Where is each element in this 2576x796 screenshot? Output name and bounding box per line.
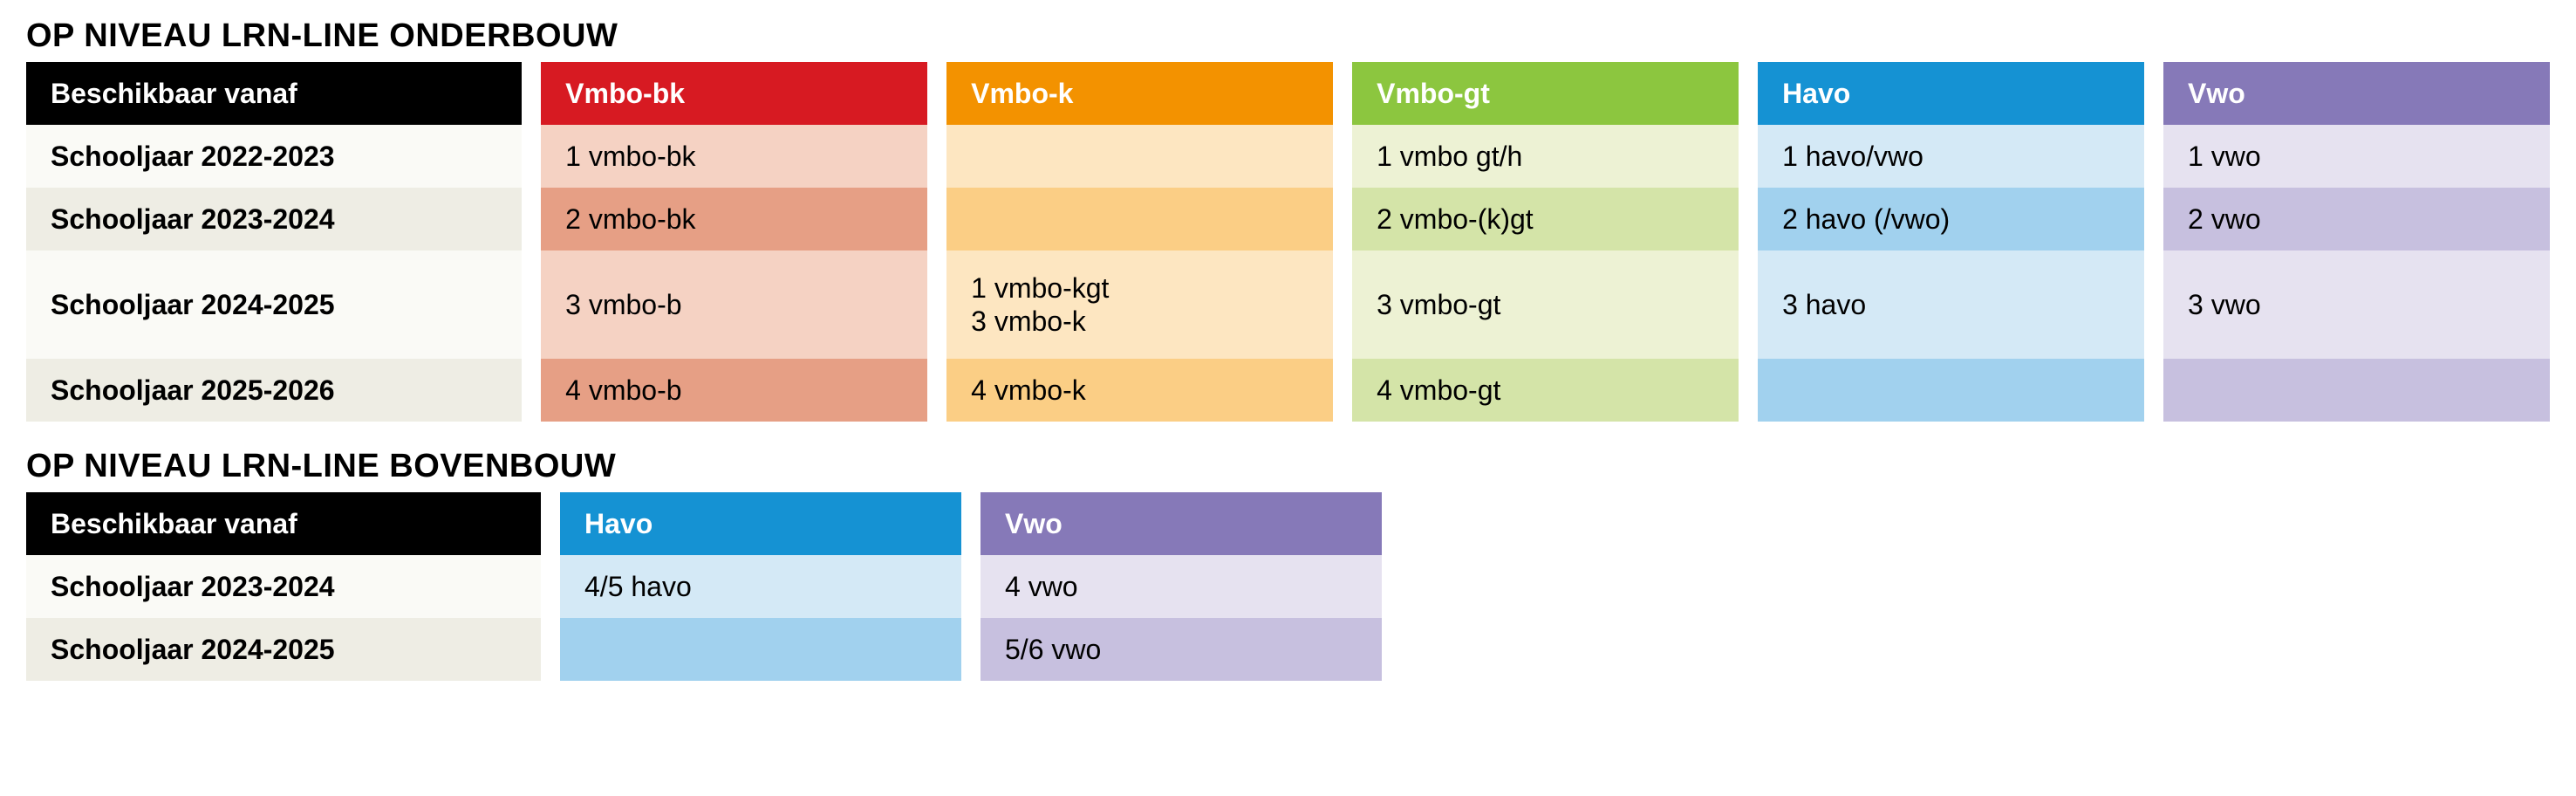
section-title-onderbouw: OP NIVEAU LRN-LINE ONDERBOUW (26, 17, 2550, 55)
col-header-beschikbaar: Beschikbaar vanaf (26, 62, 522, 125)
table-cell (560, 618, 961, 681)
col-beschikbaar: Beschikbaar vanaf Schooljaar 2023-2024 S… (26, 492, 541, 681)
col-vmbo-bk: Vmbo-bk 1 vmbo-bk 2 vmbo-bk 3 vmbo-b 4 v… (541, 62, 927, 422)
year-cell: Schooljaar 2024-2025 (26, 250, 522, 359)
col-header: Vmbo-gt (1352, 62, 1739, 125)
col-header: Vmbo-bk (541, 62, 927, 125)
table-onderbouw: Beschikbaar vanaf Schooljaar 2022-2023 S… (26, 62, 2550, 422)
col-havo: Havo 4/5 havo (560, 492, 961, 681)
table-cell: 4 vwo (981, 555, 1382, 618)
col-havo: Havo 1 havo/vwo 2 havo (/vwo) 3 havo (1758, 62, 2144, 422)
col-vwo: Vwo 1 vwo 2 vwo 3 vwo (2163, 62, 2550, 422)
col-vmbo-k: Vmbo-k 1 vmbo-kgt 3 vmbo-k 4 vmbo-k (946, 62, 1333, 422)
table-cell: 4 vmbo-gt (1352, 359, 1739, 422)
year-cell: Schooljaar 2022-2023 (26, 125, 522, 188)
table-cell: 4/5 havo (560, 555, 961, 618)
table-cell: 2 vwo (2163, 188, 2550, 250)
table-cell: 3 havo (1758, 250, 2144, 359)
table-cell: 2 havo (/vwo) (1758, 188, 2144, 250)
year-cell: Schooljaar 2023-2024 (26, 555, 541, 618)
table-cell: 1 vmbo-kgt 3 vmbo-k (946, 250, 1333, 359)
year-cell: Schooljaar 2023-2024 (26, 188, 522, 250)
table-cell: 1 havo/vwo (1758, 125, 2144, 188)
col-header: Vwo (981, 492, 1382, 555)
table-cell: 3 vmbo-b (541, 250, 927, 359)
table-cell (946, 188, 1333, 250)
table-cell: 2 vmbo-bk (541, 188, 927, 250)
col-vmbo-gt: Vmbo-gt 1 vmbo gt/h 2 vmbo-(k)gt 3 vmbo-… (1352, 62, 1739, 422)
table-cell: 5/6 vwo (981, 618, 1382, 681)
col-header: Vwo (2163, 62, 2550, 125)
col-beschikbaar: Beschikbaar vanaf Schooljaar 2022-2023 S… (26, 62, 522, 422)
table-cell: 3 vwo (2163, 250, 2550, 359)
table-cell (1758, 359, 2144, 422)
table-bovenbouw: Beschikbaar vanaf Schooljaar 2023-2024 S… (26, 492, 2550, 681)
table-cell (946, 125, 1333, 188)
col-header: Vmbo-k (946, 62, 1333, 125)
table-cell: 1 vwo (2163, 125, 2550, 188)
table-cell: 3 vmbo-gt (1352, 250, 1739, 359)
section-title-bovenbouw: OP NIVEAU LRN-LINE BOVENBOUW (26, 448, 2550, 485)
table-cell (2163, 359, 2550, 422)
year-cell: Schooljaar 2025-2026 (26, 359, 522, 422)
col-header: Havo (1758, 62, 2144, 125)
table-cell: 1 vmbo gt/h (1352, 125, 1739, 188)
year-cell: Schooljaar 2024-2025 (26, 618, 541, 681)
table-cell: 4 vmbo-b (541, 359, 927, 422)
table-cell: 4 vmbo-k (946, 359, 1333, 422)
col-header-beschikbaar: Beschikbaar vanaf (26, 492, 541, 555)
col-vwo: Vwo 4 vwo 5/6 vwo (981, 492, 1382, 681)
table-cell: 2 vmbo-(k)gt (1352, 188, 1739, 250)
table-cell: 1 vmbo-bk (541, 125, 927, 188)
col-header: Havo (560, 492, 961, 555)
